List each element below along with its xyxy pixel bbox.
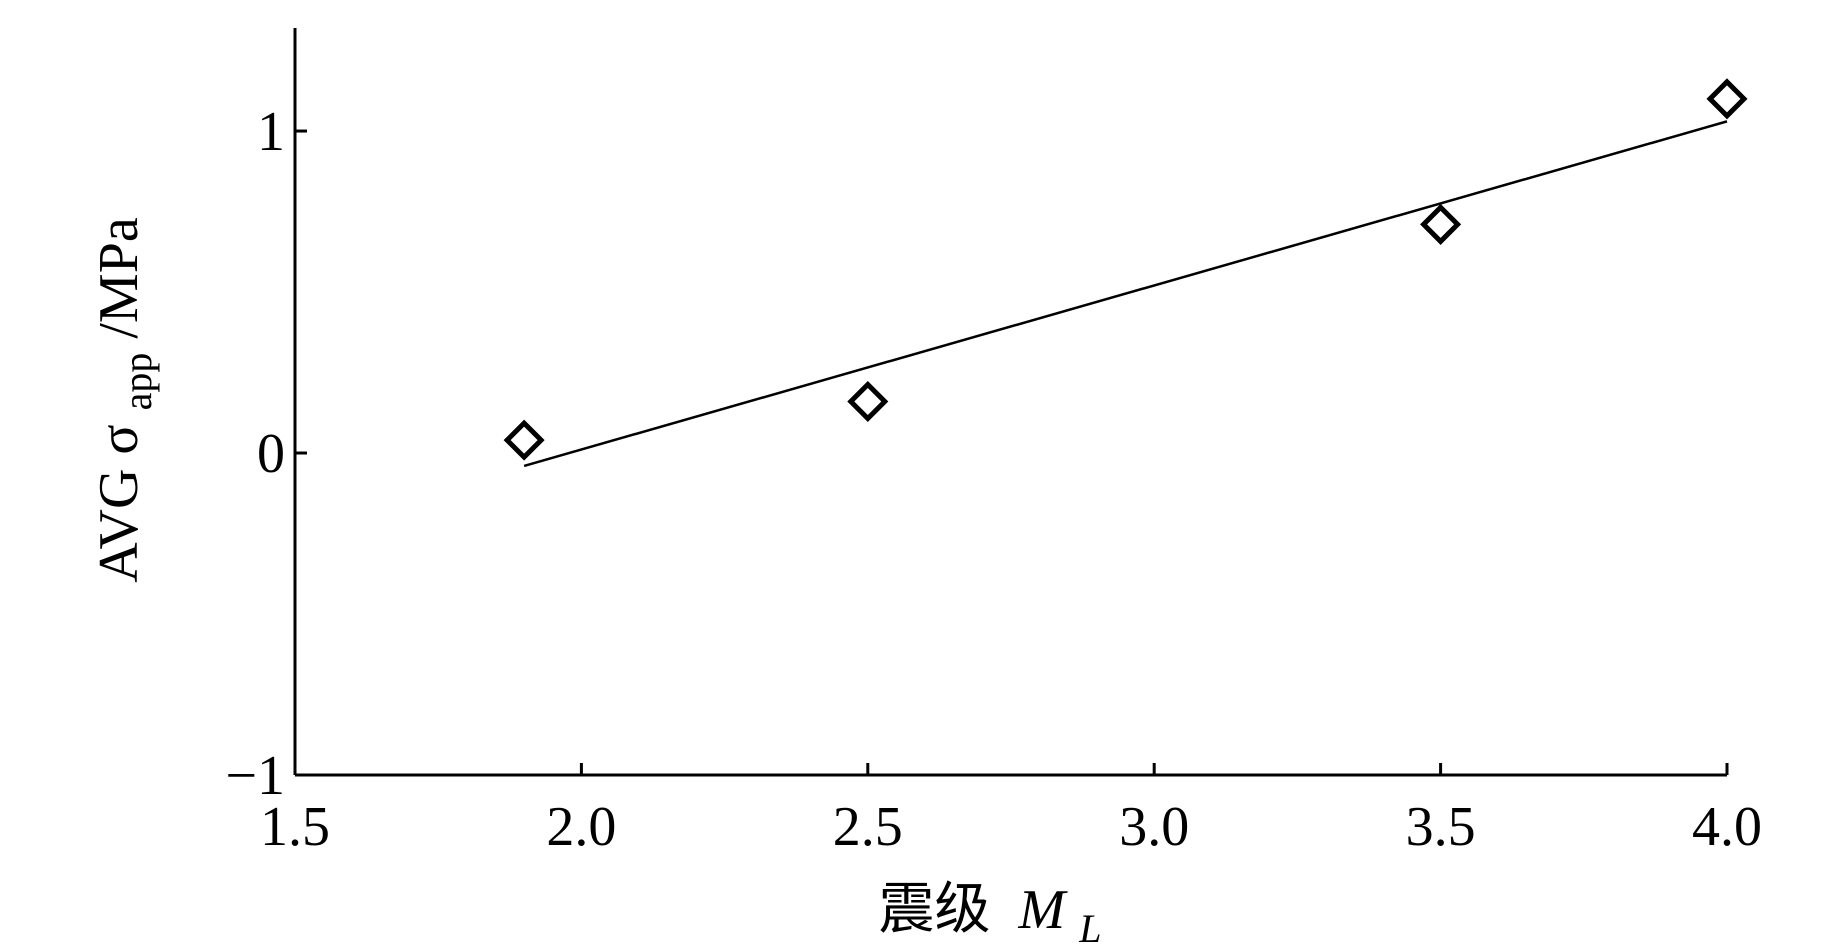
x-axis-title: 震级 M L <box>879 879 1102 945</box>
y-tick-label: 0 <box>257 423 285 485</box>
x-axis-title-prefix: 震级 <box>879 879 991 941</box>
fit-line <box>523 120 1728 468</box>
series-layer <box>503 78 1748 468</box>
x-axis-title-symbol: M <box>1018 879 1069 941</box>
y-axis-title-prefix: AVG σ <box>88 424 150 582</box>
data-point-diamond <box>503 419 545 461</box>
y-ticks: −1 0 1 <box>225 101 307 807</box>
x-axis-title-subscript: L <box>1078 906 1101 945</box>
x-tick-label: 3.5 <box>1406 796 1476 858</box>
x-tick-label: 2.0 <box>546 796 616 858</box>
y-tick-label: 1 <box>257 101 285 163</box>
x-tick-label: 2.5 <box>833 796 903 858</box>
y-axis-title-subscript: app <box>115 353 160 411</box>
x-tick-label: 3.0 <box>1119 796 1189 858</box>
y-tick-label: −1 <box>225 745 285 807</box>
y-axis-title-suffix: /MPa <box>88 217 150 338</box>
axes <box>293 28 1727 777</box>
x-ticks: 1.5 2.0 2.5 3.0 3.5 4.0 <box>260 763 1762 858</box>
x-tick-label: 4.0 <box>1692 796 1762 858</box>
x-tick-label: 1.5 <box>260 796 330 858</box>
data-point-diamond <box>1420 203 1462 245</box>
y-axis-title: AVG σ app /MPa <box>88 217 164 583</box>
data-point-diamond <box>1706 78 1748 120</box>
data-point-diamond <box>847 380 889 423</box>
